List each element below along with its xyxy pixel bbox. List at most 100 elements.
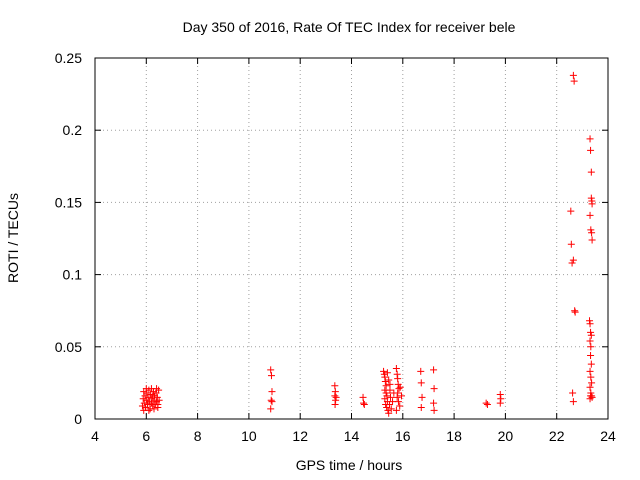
data-point xyxy=(586,337,594,345)
grid xyxy=(95,58,608,419)
data-point xyxy=(496,399,504,407)
data-point xyxy=(380,367,388,375)
data-point xyxy=(396,402,404,410)
data-point xyxy=(569,256,577,264)
data-point xyxy=(587,331,595,339)
data-point xyxy=(587,343,595,351)
data-point xyxy=(483,401,491,409)
data-point xyxy=(587,328,595,336)
data-point xyxy=(430,385,438,393)
data-point xyxy=(386,393,394,401)
data-point xyxy=(393,370,401,378)
data-point xyxy=(430,406,438,414)
chart-title: Day 350 of 2016, Rate Of TEC Index for r… xyxy=(183,19,516,35)
data-point xyxy=(381,373,389,381)
data-point xyxy=(386,380,394,388)
data-point xyxy=(360,401,368,409)
data-point xyxy=(587,194,595,202)
data-point xyxy=(586,383,594,391)
data-point xyxy=(398,392,406,400)
data-point xyxy=(587,373,595,381)
y-tick-label: 0.2 xyxy=(63,122,83,138)
x-tick-label: 6 xyxy=(142,428,150,444)
data-point xyxy=(568,259,576,267)
data-point xyxy=(417,379,425,387)
data-point xyxy=(139,395,147,403)
data-point xyxy=(150,405,158,413)
data-point xyxy=(587,226,595,234)
data-point xyxy=(142,396,150,404)
y-tick-label: 0.05 xyxy=(55,339,82,355)
data-point xyxy=(396,383,404,391)
data-point xyxy=(571,308,579,316)
data-point xyxy=(359,393,367,401)
data-point xyxy=(394,398,402,406)
y-tick-label: 0.15 xyxy=(55,194,82,210)
data-point xyxy=(569,71,577,79)
data-point xyxy=(153,385,161,393)
x-tick-label: 18 xyxy=(446,428,462,444)
data-point xyxy=(331,388,339,396)
data-point xyxy=(496,390,504,398)
data-point xyxy=(154,401,162,409)
data-point xyxy=(587,392,595,400)
data-point xyxy=(384,406,392,414)
data-point xyxy=(395,385,403,393)
data-point xyxy=(588,236,596,244)
axis-ticks: 4 6 8 10 12 14 16 18 20 22 24 0 0.05 0.1 0.15 0.2 0.25 xyxy=(55,50,616,444)
data-point xyxy=(381,377,389,385)
data-point xyxy=(380,370,388,378)
data-point xyxy=(497,395,505,403)
data-marks xyxy=(138,71,596,417)
data-point xyxy=(332,393,340,401)
x-axis-title: GPS time / hours xyxy=(296,457,403,473)
data-point xyxy=(586,367,594,375)
data-point xyxy=(387,405,395,413)
x-tick-label: 10 xyxy=(241,428,257,444)
data-point xyxy=(482,399,490,407)
x-tick-label: 22 xyxy=(549,428,565,444)
data-point xyxy=(588,379,596,387)
data-point xyxy=(153,393,161,401)
data-point xyxy=(331,392,339,400)
data-point xyxy=(569,389,577,397)
data-point xyxy=(430,366,438,374)
data-point xyxy=(569,398,577,406)
data-point xyxy=(149,392,157,400)
data-point xyxy=(385,376,393,384)
x-tick-label: 12 xyxy=(292,428,308,444)
data-point xyxy=(570,77,578,85)
y-axis-title: ROTI / TECUs xyxy=(5,193,21,283)
y-tick-label: 0 xyxy=(74,411,82,427)
data-point xyxy=(267,396,275,404)
data-point xyxy=(383,369,391,377)
plot-frame xyxy=(94,57,609,420)
data-point xyxy=(587,146,595,154)
data-point xyxy=(392,364,400,372)
data-point xyxy=(267,405,275,413)
data-point xyxy=(267,372,275,380)
data-point xyxy=(145,406,153,414)
data-point xyxy=(567,207,575,215)
data-point xyxy=(587,168,595,176)
data-point xyxy=(588,200,596,208)
data-point xyxy=(588,229,596,237)
data-point xyxy=(417,367,425,375)
data-point xyxy=(382,382,390,390)
data-point xyxy=(586,320,594,328)
data-point xyxy=(586,317,594,325)
data-point xyxy=(385,409,393,417)
data-point xyxy=(392,406,400,414)
data-point xyxy=(571,307,579,315)
data-point xyxy=(141,392,149,400)
data-point xyxy=(587,351,595,359)
x-tick-label: 16 xyxy=(395,428,411,444)
data-point xyxy=(393,393,401,401)
data-point xyxy=(417,403,425,411)
data-point xyxy=(144,399,152,407)
data-point xyxy=(430,399,438,407)
data-point xyxy=(389,398,397,406)
data-point xyxy=(360,399,368,407)
data-point xyxy=(394,375,402,383)
data-point xyxy=(567,240,575,248)
